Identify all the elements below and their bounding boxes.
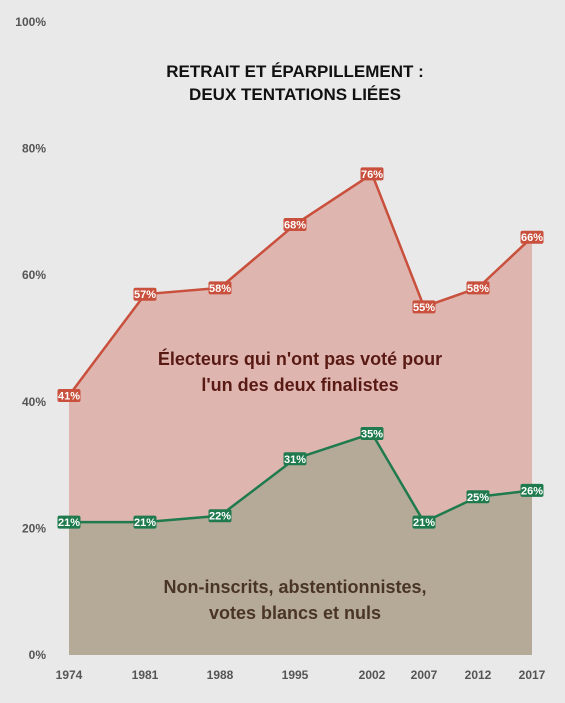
x-tick-label: 2017 xyxy=(519,668,546,682)
y-tick-label: 20% xyxy=(22,521,46,535)
data-label: 25% xyxy=(467,492,489,504)
x-tick-label: 2007 xyxy=(411,668,438,682)
y-tick-label: 80% xyxy=(22,142,46,156)
data-label: 22% xyxy=(209,511,231,523)
chart-areas xyxy=(69,173,532,655)
data-label-badge xyxy=(283,218,307,232)
data-label-badge xyxy=(360,167,384,181)
data-label: 26% xyxy=(521,485,543,497)
data-label: 76% xyxy=(361,169,383,181)
data-label: 41% xyxy=(58,390,80,402)
y-tick-label: 100% xyxy=(15,15,46,29)
data-label-badge xyxy=(412,300,436,314)
data-label-badge xyxy=(208,281,232,295)
y-tick-label: 0% xyxy=(29,648,47,662)
data-label: 68% xyxy=(284,220,306,232)
data-label: 58% xyxy=(467,283,489,295)
upper-area-label-line-1: Électeurs qui n'ont pas voté pour xyxy=(158,348,442,369)
data-label: 21% xyxy=(413,517,435,529)
data-labels: 41% 57% 58% 68% 76% 55% 58% 66% 21% 21% 22% 31% 35% 2… xyxy=(57,167,544,529)
data-label-badge xyxy=(57,388,81,402)
upper-area-label-line-2: l'un des deux finalistes xyxy=(201,375,398,395)
data-label-badge xyxy=(466,490,490,504)
x-tick-label: 1995 xyxy=(282,668,309,682)
data-label-badge xyxy=(360,426,384,440)
data-label-badge xyxy=(208,509,232,523)
chart-title-line-2: DEUX TENTATIONS LIÉES xyxy=(189,85,401,104)
chart-title: RETRAIT ET ÉPARPILLEMENT : DEUX TENTATIO… xyxy=(166,62,424,104)
data-label-badge xyxy=(466,281,490,295)
data-label: 21% xyxy=(58,517,80,529)
x-tick-label: 1974 xyxy=(56,668,83,682)
x-tick-label: 1981 xyxy=(132,668,159,682)
x-tick-label: 2012 xyxy=(465,668,492,682)
data-label-badge xyxy=(520,230,544,244)
data-label: 57% xyxy=(134,289,156,301)
area-labels: Électeurs qui n'ont pas voté pour l'un d… xyxy=(158,348,442,623)
data-label-badge xyxy=(57,515,81,529)
data-label: 31% xyxy=(284,454,306,466)
data-label: 55% xyxy=(413,302,435,314)
y-tick-label: 40% xyxy=(22,395,46,409)
x-tick-label: 2002 xyxy=(359,668,386,682)
data-label-badge xyxy=(133,515,157,529)
data-label-badge xyxy=(133,287,157,301)
x-axis-ticks: 1974 1981 1988 1995 2002 2007 2012 2017 xyxy=(56,668,546,682)
data-label: 66% xyxy=(521,232,543,244)
upper-area xyxy=(69,173,532,523)
x-tick-label: 1988 xyxy=(207,668,234,682)
y-axis-ticks: 0% 20% 40% 60% 80% 100% xyxy=(15,15,46,662)
data-label-badge xyxy=(520,483,544,497)
data-label: 35% xyxy=(361,428,383,440)
data-label: 21% xyxy=(134,517,156,529)
data-label-badge xyxy=(283,452,307,466)
chart-title-line-1: RETRAIT ET ÉPARPILLEMENT : xyxy=(166,62,424,81)
lower-area-label-line-2: votes blancs et nuls xyxy=(209,603,381,623)
lower-area xyxy=(69,433,532,655)
data-label-badge xyxy=(412,515,436,529)
data-label: 58% xyxy=(209,283,231,295)
lower-area-label-line-1: Non-inscrits, abstentionnistes, xyxy=(163,577,426,597)
y-tick-label: 60% xyxy=(22,268,46,282)
